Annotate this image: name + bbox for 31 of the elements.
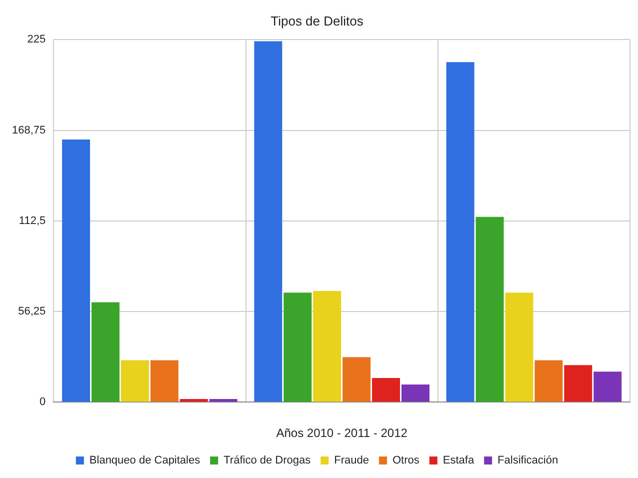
chart-title: Tipos de Delitos	[270, 13, 364, 28]
bar	[476, 216, 504, 402]
bar	[284, 292, 312, 402]
bar	[92, 302, 120, 402]
legend-label: Falsificación	[498, 454, 558, 467]
bar	[313, 291, 342, 402]
legend-label: Blanqueo de Capitales	[89, 454, 201, 467]
bar	[62, 140, 90, 402]
bar	[372, 378, 400, 402]
bar	[534, 360, 563, 402]
bar	[180, 398, 208, 402]
bar	[505, 292, 534, 402]
legend-label: Otros	[392, 454, 420, 467]
x-axis-title: Años 2010 - 2011 - 2012	[276, 426, 408, 440]
bar	[594, 372, 622, 402]
bar	[446, 62, 474, 402]
legend-label: Fraude	[334, 454, 369, 467]
bar	[120, 360, 149, 402]
bar	[342, 357, 371, 402]
bar	[564, 365, 592, 402]
y-tick-label: 225	[27, 34, 46, 46]
bar	[209, 398, 238, 402]
legend-label: Tráfico de Drogas	[224, 454, 312, 467]
y-tick-label: 112,5	[18, 214, 46, 227]
y-tick-label: 0	[40, 396, 46, 408]
y-tick-label: 56,25	[18, 306, 46, 318]
bar	[401, 384, 430, 402]
bar	[254, 41, 282, 402]
y-tick-label: 168,75	[12, 124, 46, 136]
bar	[150, 360, 178, 402]
legend-label: Estafa	[442, 454, 475, 467]
